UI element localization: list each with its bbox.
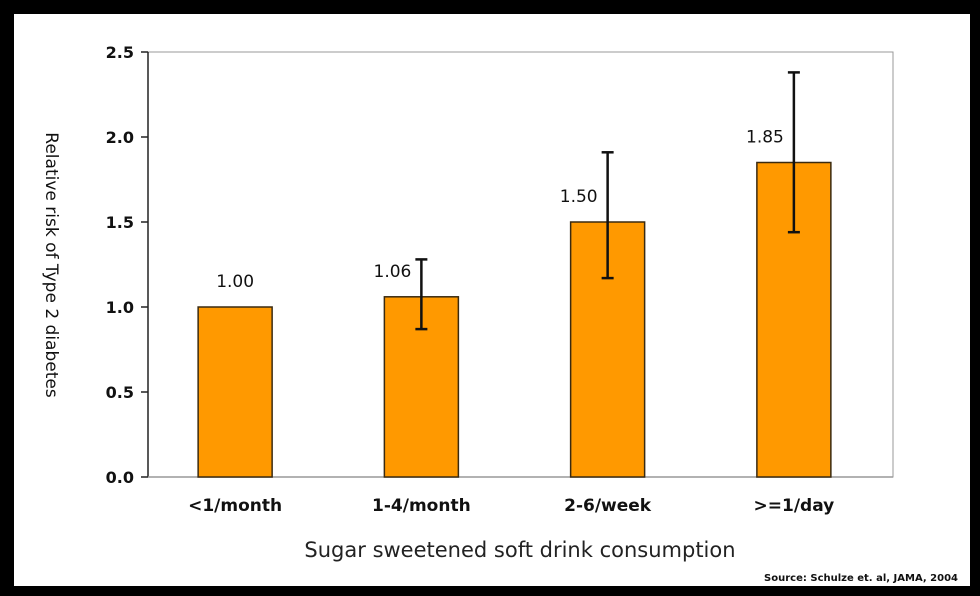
x-tick-label: <1/month [188,496,282,516]
x-tick-label: 1-4/month [372,496,471,516]
y-tick-label: 0.5 [106,383,134,402]
y-tick-label: 1.5 [106,213,134,232]
y-tick-label: 2.5 [106,43,134,62]
bar [383,296,460,478]
chart-canvas: Relative risk of Type 2 diabetes Sugar s… [14,14,970,586]
source-note: Source: Schulze et. al, JAMA, 2004 [764,573,958,584]
y-tick-label: 0.0 [106,468,134,487]
data-label: 1.00 [216,272,254,292]
y-axis-label: Relative risk of Type 2 diabetes [41,132,61,398]
bar [197,306,273,478]
x-tick-label: >=1/day [754,496,835,516]
data-label: 1.85 [746,128,784,148]
y-tick-label: 1.0 [106,298,134,317]
data-label: 1.06 [374,262,412,282]
y-tick-label: 2.0 [106,128,134,147]
bar-chart: Relative risk of Type 2 diabetes Sugar s… [41,43,958,584]
data-label: 1.50 [560,187,598,207]
x-axis-label: Sugar sweetened soft drink consumption [304,538,735,562]
x-tick-label: 2-6/week [564,496,652,516]
